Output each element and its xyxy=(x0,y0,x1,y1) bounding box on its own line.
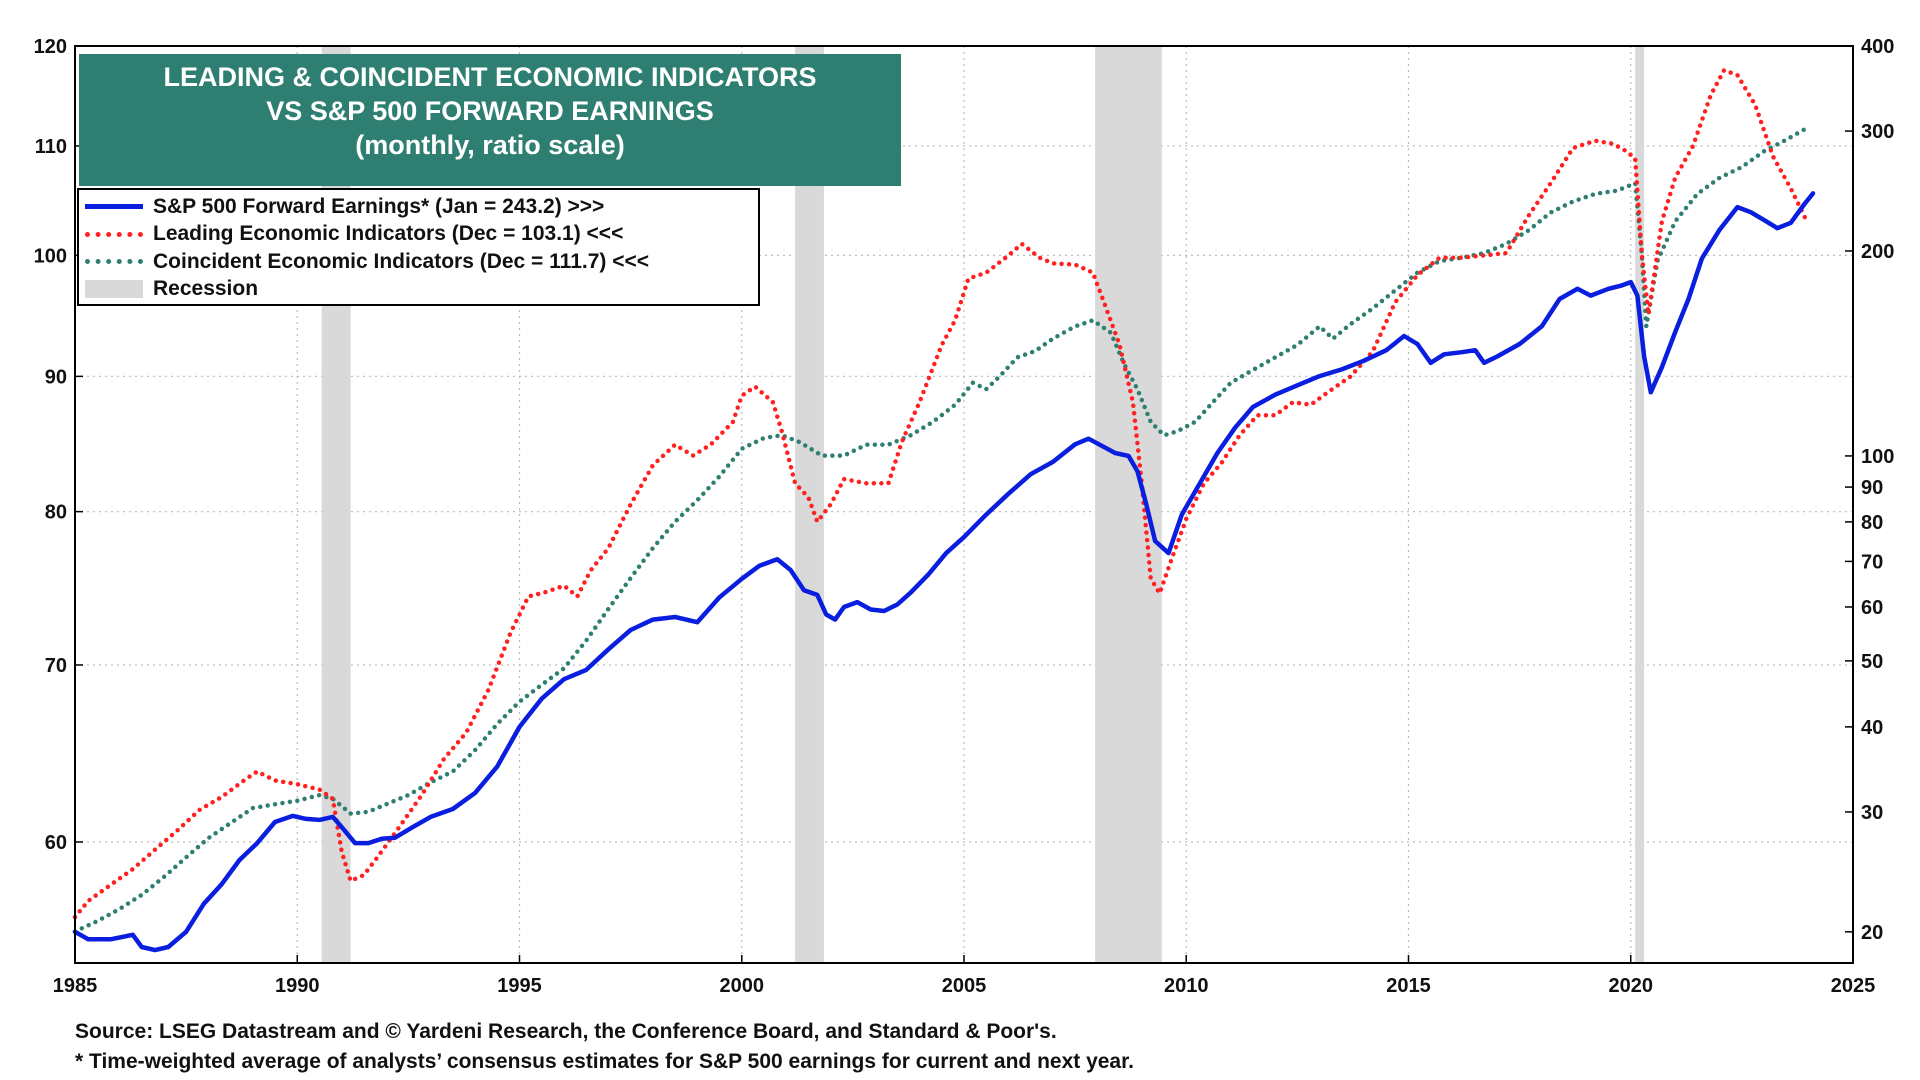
legend-item-lei: Leading Economic Indicators (Dec = 103.1… xyxy=(85,221,758,249)
right-tick-label: 70 xyxy=(1861,551,1883,573)
legend-label-sp500: S&P 500 Forward Earnings* (Jan = 243.2) … xyxy=(153,194,605,218)
left-tick-label: 80 xyxy=(45,502,67,524)
legend-swatch-cei xyxy=(85,259,143,265)
title-line-2: VS S&P 500 FORWARD EARNINGS xyxy=(266,96,714,126)
legend-item-cei: Coincident Economic Indicators (Dec = 11… xyxy=(85,248,758,276)
legend-swatch-recession xyxy=(85,280,143,299)
right-tick-label: 100 xyxy=(1861,446,1894,468)
right-tick-label: 300 xyxy=(1861,121,1894,143)
footnote-note: * Time-weighted average of analysts’ con… xyxy=(75,1050,1134,1073)
right-tick-label: 20 xyxy=(1861,922,1883,944)
title-line-3: (monthly, ratio scale) xyxy=(355,130,625,160)
series-line-sp500 xyxy=(72,191,1816,953)
legend-label-lei: Leading Economic Indicators (Dec = 103.1… xyxy=(153,222,624,246)
chart-title: LEADING & COINCIDENT ECONOMIC INDICATORS… xyxy=(79,54,901,186)
x-tick-label: 2015 xyxy=(1386,975,1431,997)
right-tick-label: 90 xyxy=(1861,477,1883,499)
series-lines xyxy=(72,67,1816,953)
series-line-lei xyxy=(72,67,1809,920)
recession-band xyxy=(1095,46,1162,963)
right-axis: 20 30 40 50 60 70 80 90 100 200 300 400 xyxy=(1845,36,1894,944)
legend-item-recession: Recession xyxy=(85,276,758,304)
right-tick-label: 400 xyxy=(1861,36,1894,58)
legend: S&P 500 Forward Earnings* (Jan = 243.2) … xyxy=(77,188,760,306)
series-line-cei xyxy=(72,126,1809,934)
right-tick-label: 80 xyxy=(1861,512,1883,534)
x-tick-label: 1995 xyxy=(497,975,542,997)
x-axis: 1985 1990 1995 2000 2005 2010 2015 2020 2025 xyxy=(53,955,1876,997)
footnote-source: Source: LSEG Datastream and © Yardeni Re… xyxy=(75,1020,1057,1043)
x-tick-label: 1985 xyxy=(53,975,98,997)
x-tick-label: 1990 xyxy=(275,975,320,997)
x-tick-label: 2010 xyxy=(1164,975,1209,997)
right-tick-label: 30 xyxy=(1861,802,1883,824)
legend-swatch-lei xyxy=(85,231,143,237)
x-tick-label: 2005 xyxy=(942,975,987,997)
left-tick-label: 70 xyxy=(45,655,67,677)
right-tick-label: 50 xyxy=(1861,651,1883,673)
right-tick-label: 60 xyxy=(1861,597,1883,619)
recession-band xyxy=(1635,46,1645,963)
legend-label-cei: Coincident Economic Indicators (Dec = 11… xyxy=(153,249,650,273)
left-tick-label: 90 xyxy=(45,366,67,388)
left-tick-label: 110 xyxy=(35,136,67,158)
legend-swatch-sp500 xyxy=(85,204,143,210)
left-axis: 60 70 80 90 100 110 120 xyxy=(34,36,83,854)
x-tick-label: 2020 xyxy=(1609,975,1654,997)
left-tick-label: 120 xyxy=(34,36,67,58)
right-tick-label: 200 xyxy=(1861,241,1894,263)
legend-label-recession: Recession xyxy=(153,277,259,301)
right-tick-label: 40 xyxy=(1861,717,1883,739)
x-tick-label: 2025 xyxy=(1831,975,1876,997)
recession-band xyxy=(795,46,824,963)
title-line-1: LEADING & COINCIDENT ECONOMIC INDICATORS xyxy=(163,62,817,92)
left-tick-label: 60 xyxy=(45,832,67,854)
x-tick-label: 2000 xyxy=(720,975,765,997)
legend-item-sp500: S&P 500 Forward Earnings* (Jan = 243.2) … xyxy=(85,193,758,221)
left-tick-label: 100 xyxy=(34,245,67,267)
